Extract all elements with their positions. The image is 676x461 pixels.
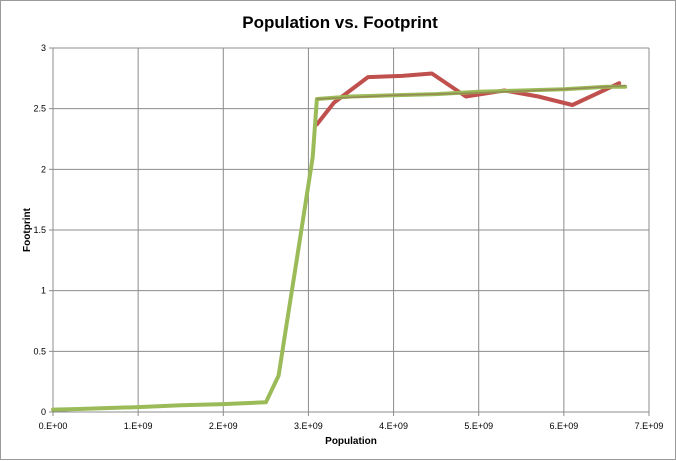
x-tick-label: 3.E+09 bbox=[294, 421, 323, 431]
y-tick-label: 1 bbox=[41, 286, 46, 296]
y-tick-label: 3 bbox=[41, 43, 46, 53]
x-tick-label: 0.E+00 bbox=[39, 421, 68, 431]
x-tick-label: 1.E+09 bbox=[124, 421, 153, 431]
series-group bbox=[51, 71, 628, 412]
y-tick-label: 2 bbox=[41, 164, 46, 174]
x-axis-title: Population bbox=[325, 436, 377, 447]
y-axis-title: Footprint bbox=[22, 207, 33, 252]
x-tick-label: 7.E+09 bbox=[635, 421, 664, 431]
grid bbox=[53, 47, 650, 412]
axes bbox=[49, 47, 650, 416]
x-tick-label: 6.E+09 bbox=[549, 421, 578, 431]
series-line-2 bbox=[314, 71, 622, 127]
x-tick-label: 4.E+09 bbox=[379, 421, 408, 431]
series-line-4 bbox=[316, 84, 626, 100]
chart-title: Population vs. Footprint bbox=[242, 13, 438, 32]
y-tick-label: 1.5 bbox=[33, 225, 46, 235]
y-tick-label: 0.5 bbox=[33, 346, 46, 356]
y-tick-label: 0 bbox=[41, 407, 46, 417]
x-tick-label: 2.E+09 bbox=[209, 421, 238, 431]
tick-labels: 0 0.5 1 1.5 2 2.5 3 0.E+00 1.E+09 2.E+09 3.E+09 4.E… bbox=[33, 43, 663, 431]
y-tick-label: 2.5 bbox=[33, 104, 46, 114]
x-tick-label: 5.E+09 bbox=[464, 421, 493, 431]
